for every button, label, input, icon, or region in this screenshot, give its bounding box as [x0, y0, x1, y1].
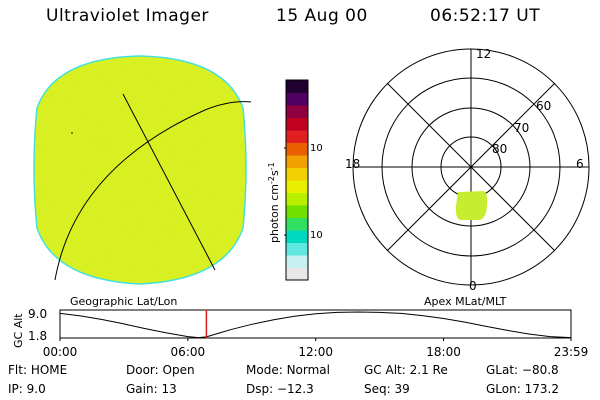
- intensity-colorbar: 100 10 photon cm-2s-1: [267, 79, 322, 281]
- colorbar-cell: [286, 242, 308, 256]
- glon-status: GLon: 173.2: [486, 382, 559, 396]
- dsp-status: Dsp: −12.3: [246, 382, 314, 396]
- x-tick-label: 00:00: [43, 345, 78, 359]
- mlt-line-diagonal: [386, 82, 556, 252]
- glat-status: GLat: −80.8: [486, 363, 559, 377]
- latitude-contour-line: [54, 101, 252, 281]
- filter-status: Flt: HOME: [8, 363, 68, 377]
- mode-status: Mode: Normal: [246, 363, 330, 377]
- colorbar-cell: [286, 155, 308, 168]
- x-ticks: 00:00 06:00 12:00 18:00 23:59: [43, 338, 589, 359]
- image-dot: [71, 132, 73, 134]
- sequence-status: Seq: 39: [364, 382, 410, 396]
- colorbar-cell: [286, 105, 308, 118]
- x-tick-label: 23:59: [554, 345, 589, 359]
- instrument-title: Ultraviolet Imager: [46, 6, 209, 26]
- ip-status: IP: 9.0: [8, 382, 46, 396]
- colorbar-tick-label: 100: [310, 143, 322, 154]
- colorbar-cell: [286, 80, 308, 93]
- colorbar-cell: [286, 217, 308, 231]
- mlt-label-6: 6: [576, 157, 584, 171]
- colorbar-cell: [286, 255, 308, 268]
- x-tick-label: 18:00: [426, 345, 461, 359]
- y-tick-label: 9.0: [28, 307, 47, 321]
- gc-altitude-status: GC Alt: 2.1 Re: [364, 363, 448, 377]
- y-tick-label: 1.8: [28, 329, 47, 343]
- altitude-series-line: [59, 311, 572, 339]
- colorbar-cell: [286, 230, 308, 243]
- observation-date: 15 Aug 00: [276, 6, 368, 26]
- colorbar-cell: [286, 192, 308, 206]
- x-tick-label: 06:00: [171, 345, 206, 359]
- polar-mlt-plot: 12 18 6 0 60 70 80: [345, 47, 590, 292]
- lat-label-70: 70: [514, 121, 529, 135]
- gain-status: Gain: 13: [126, 382, 177, 396]
- colorbar-tick-label: 10: [310, 230, 322, 241]
- colorbar-cell: [286, 180, 308, 193]
- colorbar-cell: [286, 130, 308, 143]
- colorbar-cell: [286, 117, 308, 131]
- lat-label-60: 60: [536, 99, 551, 113]
- polar-panel-label: Apex MLat/MLT: [424, 295, 507, 308]
- lat-label-80: 80: [492, 142, 507, 156]
- image-speckle-texture: [34, 56, 246, 284]
- x-tick-label: 12:00: [298, 345, 333, 359]
- colorbar-cell: [286, 167, 308, 181]
- observation-time: 06:52:17 UT: [430, 6, 541, 26]
- colorbar-unit-label: photon cm-2s-1: [267, 162, 281, 243]
- altitude-timeline-chart: GC Alt 9.0 1.8 00:00 06:00 12:00 18:00 23:59: [12, 307, 589, 359]
- auroral-emission-region: [455, 191, 488, 220]
- colorbar-cell: [286, 267, 308, 281]
- colorbar-frame: [285, 79, 309, 281]
- mlt-label-12: 12: [476, 47, 491, 61]
- geographic-image-panel: [33, 55, 252, 285]
- colorbar-cell: [286, 142, 308, 156]
- y-axis-label: GC Alt: [12, 313, 25, 348]
- colorbar-cells: [286, 80, 308, 281]
- mlt-label-18: 18: [345, 157, 360, 171]
- colorbar-cell: [286, 92, 308, 106]
- door-status: Door: Open: [126, 363, 195, 377]
- colorbar-cell: [286, 205, 308, 218]
- meridian-line: [122, 93, 216, 271]
- mlt-label-0: 0: [469, 279, 477, 292]
- geographic-panel-label: Geographic Lat/Lon: [70, 295, 178, 308]
